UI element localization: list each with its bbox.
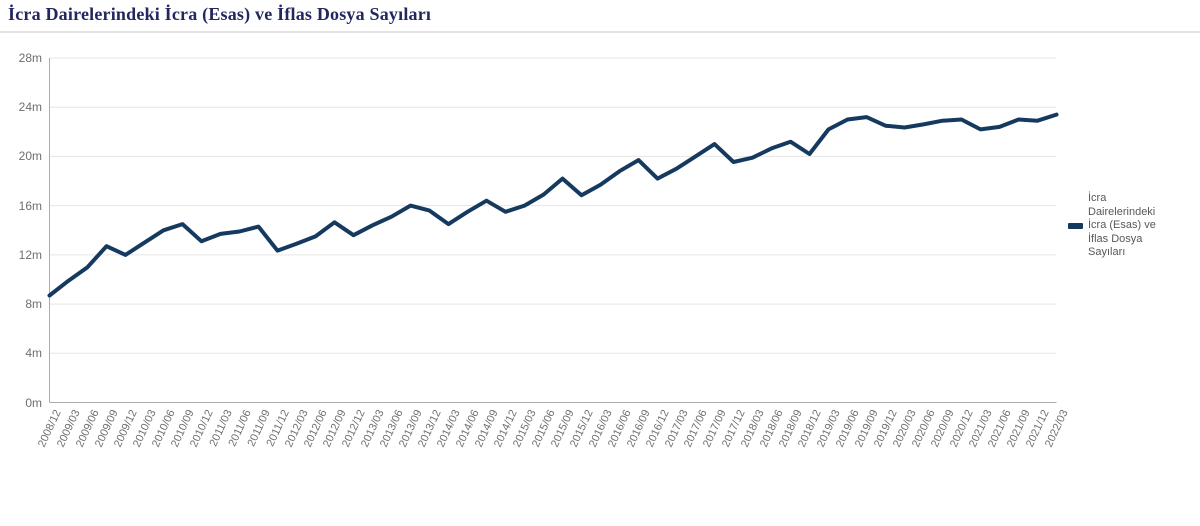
y-axis-label: 24m (18, 100, 42, 115)
title-divider (0, 31, 1200, 33)
y-axis-label: 20m (18, 149, 42, 164)
legend-label: İcra Dairelerindeki İcra (Esas) ve İflas… (1088, 192, 1156, 258)
plot-area (47, 57, 1059, 403)
y-axis-label: 16m (18, 198, 42, 213)
y-axis-label: 4m (25, 346, 42, 361)
series-line[interactable] (47, 112, 1059, 298)
y-axis-label: 8m (25, 297, 42, 312)
y-axis-label: 28m (18, 51, 42, 65)
legend-marker (1068, 222, 1083, 229)
y-axis-label: 12m (18, 247, 42, 262)
page-title: İcra Dairelerindeki İcra (Esas) ve İflas… (8, 4, 432, 24)
y-axis-label: 0m (25, 395, 42, 410)
legend-item[interactable]: İcra Dairelerindeki İcra (Esas) ve İflas… (1068, 192, 1188, 260)
